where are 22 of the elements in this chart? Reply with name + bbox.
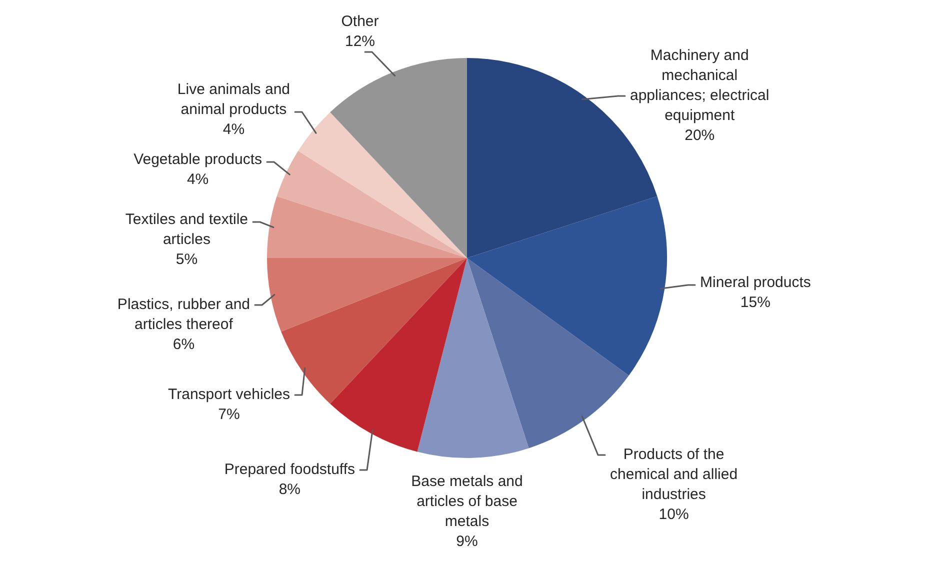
data-label: 6% [172, 336, 195, 354]
slice-label: Plastics, rubber and articles thereof [117, 296, 250, 334]
data-label: 10% [658, 506, 689, 524]
data-label: 4% [222, 121, 245, 138]
data-label: 5% [176, 251, 198, 268]
slice-label: Live animals and animal products [177, 81, 290, 118]
data-label: 20% [684, 127, 715, 144]
slice-label: Prepared foodstuffs [224, 461, 356, 478]
data-label: 9% [456, 533, 478, 550]
slice-label: Base metals and articles of base metals [411, 473, 523, 530]
slice-label: Other [341, 13, 379, 30]
slice-label: Vegetable products [134, 151, 262, 168]
slice-label: Mineral products [700, 274, 811, 292]
data-label: 15% [740, 294, 770, 312]
data-label: 7% [218, 406, 240, 424]
data-label: 4% [186, 171, 209, 188]
slice-label: Textiles and textile articles [125, 211, 248, 248]
data-label: 8% [278, 481, 301, 498]
slice-label: Products of the chemical and allied industries [610, 446, 738, 504]
data-label: 12% [344, 33, 376, 50]
slice-label: Transport vehicles [168, 386, 290, 404]
slice-label: Machinery and mechanical appliances; electrical equipment [630, 47, 770, 124]
